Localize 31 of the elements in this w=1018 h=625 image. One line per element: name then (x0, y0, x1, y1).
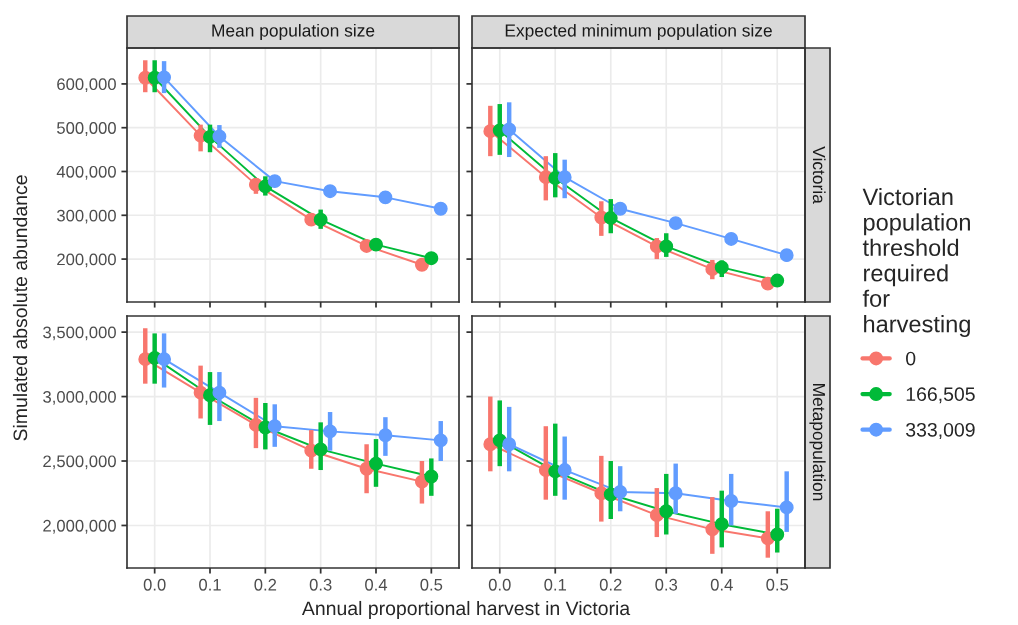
y-tick-label: 3,000,000 (43, 390, 116, 405)
x-tick-label: 0.0 (143, 578, 166, 591)
y-tick-label: 2,500,000 (43, 455, 116, 470)
y-tick-label: 300,000 (56, 209, 116, 224)
y2-axis-title: Metapopulation (809, 384, 826, 501)
x-tick-label: 0.4 (365, 578, 388, 591)
x-tick-label: 0.5 (420, 578, 443, 591)
y2-axis-title: Victoria (812, 146, 826, 204)
y-tick-label: 3,500,000 (43, 326, 116, 341)
y-tick-label: 200,000 (57, 253, 116, 268)
x-tick-label: 0.3 (655, 578, 678, 591)
legend-label: 0 (906, 351, 916, 366)
legend-label: 166,505 (906, 387, 975, 404)
x-axis-title: Annual proportional harvest in Victoria (301, 600, 631, 620)
y-axis-title: Simulated absolute abundance (12, 175, 28, 441)
y-tick-label: 500,000 (57, 122, 116, 136)
x-tick-label: 0.2 (599, 578, 622, 591)
chart-title: Mean population size (212, 23, 375, 41)
y-tick-label: 400,000 (56, 165, 116, 180)
legend-label: 333,009 (906, 422, 975, 439)
x-tick-label: 0.1 (544, 578, 567, 591)
y-tick-label: 2,000,000 (43, 519, 116, 534)
y-tick-label: 600,000 (57, 78, 116, 93)
legend-title: Victorian population threshold required for harvesting (862, 187, 970, 338)
x-tick-label: 0.0 (488, 578, 511, 591)
x-tick-label: 0.5 (766, 578, 789, 591)
x-tick-label: 0.4 (710, 578, 733, 591)
chart-title: Expected minimum population size (505, 23, 772, 41)
x-tick-label: 0.2 (254, 578, 277, 591)
x-tick-label: 0.1 (199, 578, 221, 591)
x-tick-label: 0.3 (309, 578, 332, 591)
